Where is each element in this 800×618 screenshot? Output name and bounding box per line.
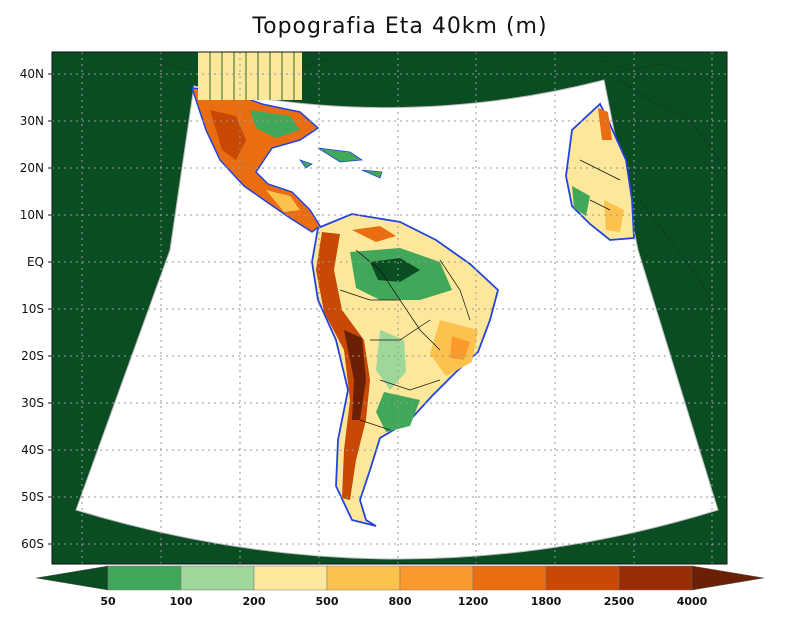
colorbar-swatch	[618, 565, 693, 591]
country-borders	[339, 159, 621, 431]
colorbar-label: 100	[170, 595, 193, 608]
y-tick-label: 30S	[21, 396, 44, 410]
y-tick-label: 10S	[21, 302, 44, 316]
y-ticks	[48, 73, 52, 545]
map-frame	[51, 51, 728, 565]
y-tick-label: 60S	[21, 537, 44, 551]
colorbar-swatch	[253, 565, 328, 591]
mexico-central-america	[190, 52, 322, 233]
y-tick-label: 30N	[20, 114, 44, 128]
colorbar-swatch	[545, 565, 620, 591]
colorbar-swatch	[107, 565, 182, 591]
colorbar-label: 1200	[458, 595, 489, 608]
y-tick-labels: 40N 30N 20N 10N EQ 10S 20S 30S 40S 50S 6…	[20, 67, 44, 551]
y-tick-label: 20N	[20, 161, 44, 175]
colorbar-label: 4000	[677, 595, 708, 608]
colorbar-high-arrow	[691, 565, 765, 591]
south-america	[311, 213, 500, 527]
colorbar-label: 1800	[531, 595, 562, 608]
colorbar-label: 800	[389, 595, 412, 608]
colorbar-swatch	[472, 565, 547, 591]
caribbean-islands	[298, 147, 383, 179]
graticule	[52, 52, 727, 564]
colorbar-label: 200	[243, 595, 266, 608]
colorbar-label: 500	[316, 595, 339, 608]
y-tick-label: 40N	[20, 67, 44, 81]
y-tick-label: 10N	[20, 208, 44, 222]
map-title: Topografia Eta 40km (m)	[252, 14, 548, 39]
colorbar: 50 100 200 500 800 1200 1800 2500 4000	[35, 565, 765, 608]
y-tick-label: 40S	[21, 443, 44, 457]
colorbar-swatch	[180, 565, 255, 591]
colorbar-swatch	[326, 565, 401, 591]
y-tick-label: 20S	[21, 349, 44, 363]
colorbar-low-arrow	[35, 565, 109, 591]
colorbar-label: 2500	[604, 595, 635, 608]
colorbar-swatch	[399, 565, 474, 591]
colorbar-label: 50	[100, 595, 116, 608]
y-tick-label: EQ	[27, 255, 44, 269]
y-tick-label: 50S	[21, 490, 44, 504]
